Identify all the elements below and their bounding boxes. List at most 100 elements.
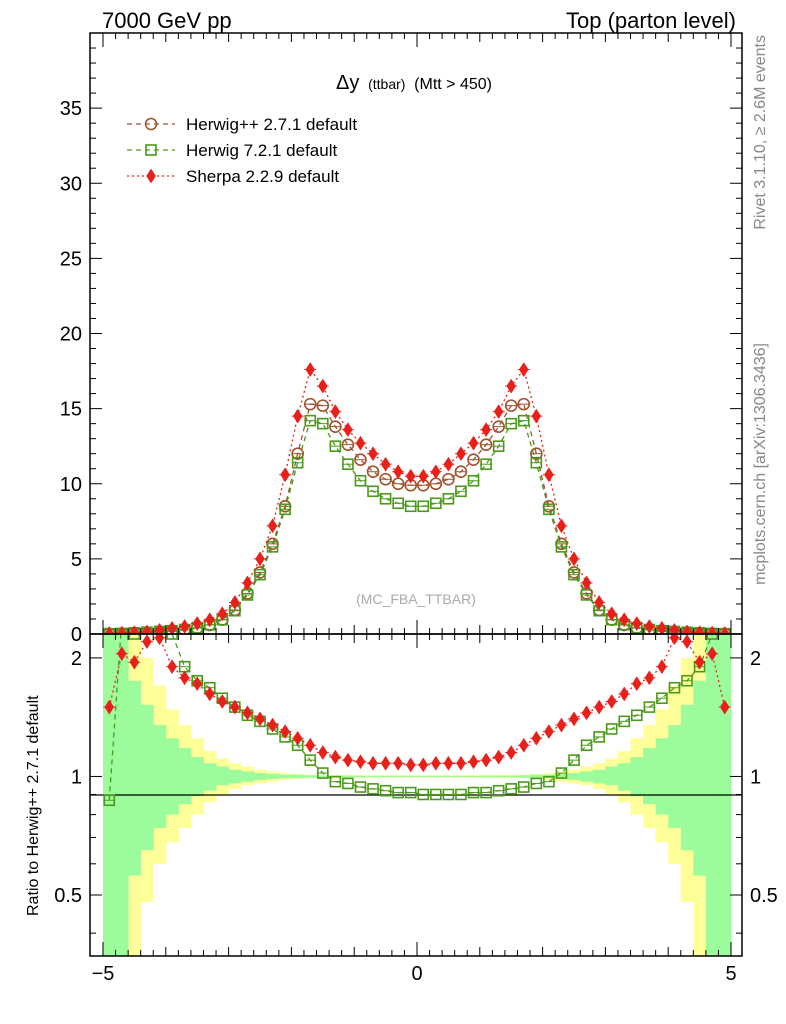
main-series-herwigpp-271-point [366,465,380,479]
main-series-herwig-721-point [266,541,279,553]
ratio-series-sherpa-229-point [606,694,617,709]
main-series-sherpa-229-point [581,575,592,591]
main-series-herwig-721-point [505,417,518,430]
ratio-series-herwig-721-point [505,783,518,795]
ratio-series-herwig-721-point [392,786,404,799]
main-y-tick-label: 0 [71,624,82,646]
main-series-sherpa-229-point [192,616,202,631]
main-y-tick-label: 30 [60,173,82,195]
main-series-herwig-721-point [530,456,543,469]
x-tick-label: −5 [92,963,115,985]
main-series-herwigpp-271-point [341,438,355,451]
ratio-series-herwig-721-point [517,781,530,793]
main-series-sherpa-229-point [443,456,454,472]
ratio-series-sherpa-229-point [431,755,441,771]
green-band-bin [442,775,456,778]
green-band-bin [605,766,619,786]
green-band-bin [253,773,267,780]
ratio-series-sherpa-229-point [192,676,202,692]
ratio-series-herwig-721-point [555,767,568,779]
ratio-series-layer [103,615,731,807]
rivet-version-label: Rivet 3.1.10, ≥ 2.6M events [752,35,769,230]
main-series-herwig-721-point [291,456,304,469]
green-band-bin [530,774,544,779]
main-series-sherpa-229-point [129,625,140,634]
main-series-sherpa-229-point [142,624,152,634]
main-series-sherpa-229-point [405,468,416,484]
plot-title-small: (ttbar) [368,76,405,92]
green-band-bin [165,738,179,815]
main-series-herwig-721-point [354,474,367,487]
ratio-plot-frame [89,633,743,957]
green-band-bin [630,757,644,797]
legend-marker [146,168,156,184]
green-band-bin [580,771,594,782]
main-series-sherpa-229-point [556,518,567,534]
ratio-series-sherpa-229-point [506,745,516,761]
ratio-series-sherpa-229-point [242,705,253,721]
ratio-series-herwig-721-point [342,777,354,790]
main-series-herwig-721-point [543,503,555,516]
ratio-series-herwig-721-point [568,754,580,766]
main-series-sherpa-229-point [330,404,341,420]
ratio-series-herwig-721-point [720,615,730,625]
axis-ticks: 0 5 10 15 20 25 30 35 −5 0 5 0.5 0.5 1 1 2 2 [54,32,778,985]
green-band-bin [354,775,368,778]
ratio-series-herwig-721-point [442,788,455,801]
legend: Herwig++ 2.7.1 default Herwig 7.2.1 defau… [127,115,357,186]
ratio-series-sherpa-229-point [230,699,240,715]
main-series-sherpa-229-point [707,625,717,634]
green-band-bin [693,680,707,876]
green-band-bin [492,775,506,778]
ratio-series-herwig-721-point [530,777,543,790]
ratio-series-sherpa-229-point [644,670,655,686]
ratio-series-sherpa-229-point [167,659,177,675]
plot-title: Δy (ttbar) (Mtt > 450) [336,72,492,94]
main-series-herwig-721-point [392,497,404,510]
ratio-series-sherpa-229-point [267,717,278,733]
main-series-herwig-721-point [342,458,354,471]
main-series-sherpa-229-point [318,378,328,394]
ratio-series-herwig-721-point [166,634,178,640]
analysis-annotation: (MC_FBA_TTBAR) [356,591,476,607]
main-series-herwigpp-271-point [316,399,330,412]
main-series-herwig-721-point [367,485,379,498]
green-band-bin [555,773,569,780]
green-band-bin [216,766,230,786]
green-band-bin [404,775,418,778]
main-y-tick-label: 25 [60,248,82,270]
green-band-bin [391,775,405,778]
main-series-sherpa-229-point [204,612,215,628]
ratio-series-sherpa-229-point [619,686,630,702]
legend-label: Sherpa 2.2.9 default [186,167,339,186]
ratio-series-herwig-721-point [492,784,505,797]
ratio-series-sherpa-229-point [569,711,579,727]
main-series-sherpa-229-point [644,619,655,634]
ratio-ylabel: Ratio to Herwig++ 2.7.1 default [25,695,42,916]
ratio-series-sherpa-229-point [142,634,152,650]
main-series-sherpa-229-point [606,606,617,622]
ratio-series-sherpa-229-point [443,755,454,771]
main-series-sherpa-229-point [481,422,491,438]
main-series-sherpa-229-point [242,575,253,591]
ratio-series-sherpa-229-point [405,757,416,773]
main-series-sherpa-229-point [230,594,240,610]
green-band-bin [128,680,142,876]
ratio-series-herwig-721-point [605,723,618,735]
x-tick-label: 0 [411,963,422,985]
ratio-y-tick-label: 2 [750,648,761,670]
plot-title-main: Δy [336,72,359,94]
green-band-bin [617,763,632,791]
green-band-bin [303,775,318,778]
green-band-bin [467,775,481,778]
green-band-bin [203,763,217,791]
main-series-sherpa-229-point [669,622,680,634]
main-series-sherpa-229-point [217,606,228,622]
ratio-series-sherpa-229-point [493,749,504,765]
main-series-sherpa-229-point [694,625,705,634]
main-series-herwig-721-point [455,485,467,498]
ratio-series-herwig-721-point [593,731,605,743]
ratio-series-sherpa-229-point [632,676,642,692]
ratio-series-herwig-721-line [108,634,714,801]
ratio-uncertainty-bands [103,634,732,956]
